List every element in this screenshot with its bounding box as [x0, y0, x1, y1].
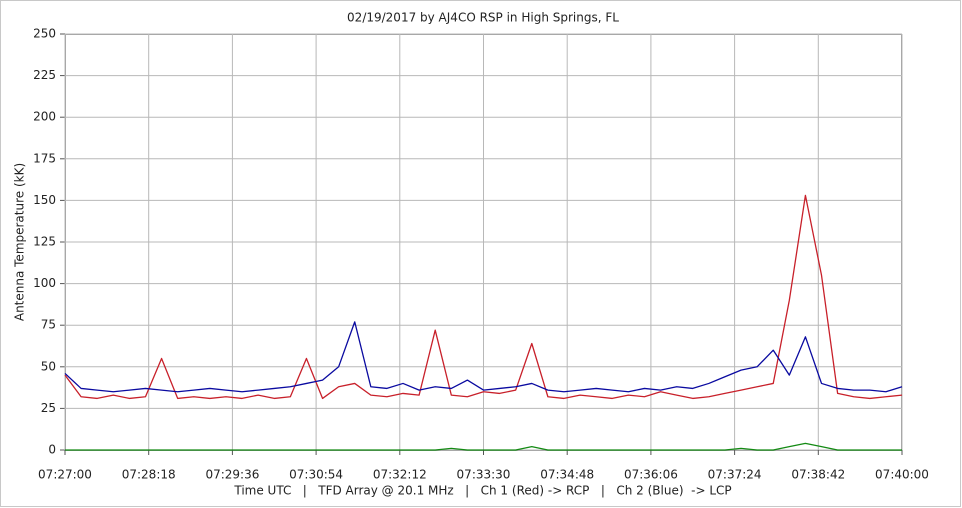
series-line — [65, 442, 902, 451]
y-tick-label: 50 — [41, 359, 56, 373]
x-tick-label: 07:36:06 — [624, 468, 678, 482]
chart-title: 02/19/2017 by AJ4CO RSP in High Springs,… — [347, 11, 619, 25]
y-tick-label: 75 — [41, 318, 56, 332]
series-line — [64, 194, 903, 400]
y-tick-label: 200 — [33, 110, 56, 124]
y-tick-label: 175 — [33, 151, 56, 165]
y-tick-label: 225 — [33, 68, 56, 82]
x-tick-label: 07:34:48 — [540, 468, 594, 482]
x-tick-label: 07:37:24 — [708, 468, 762, 482]
x-tick-label: 07:30:54 — [289, 468, 343, 482]
x-tick-label: 07:32:12 — [373, 468, 427, 482]
x-axis-label: Time UTC | TFD Array @ 20.1 MHz | Ch 1 (… — [233, 484, 731, 498]
y-tick-label: 100 — [33, 276, 56, 290]
y-tick-label: 250 — [33, 27, 56, 41]
x-tick-label: 07:40:00 — [875, 468, 929, 482]
series-line — [64, 321, 903, 393]
y-axis-label: Antenna Temperature (kK) — [13, 163, 27, 321]
y-tick-label: 125 — [33, 235, 56, 249]
x-tick-label: 07:28:18 — [122, 468, 176, 482]
x-tick-label: 07:38:42 — [791, 468, 845, 482]
y-tick-label: 0 — [48, 443, 56, 457]
x-tick-label: 07:27:00 — [38, 468, 92, 482]
y-tick-label: 150 — [33, 193, 56, 207]
x-tick-label: 07:29:36 — [205, 468, 259, 482]
x-tick-label: 07:33:30 — [457, 468, 511, 482]
y-tick-label: 25 — [41, 401, 56, 415]
